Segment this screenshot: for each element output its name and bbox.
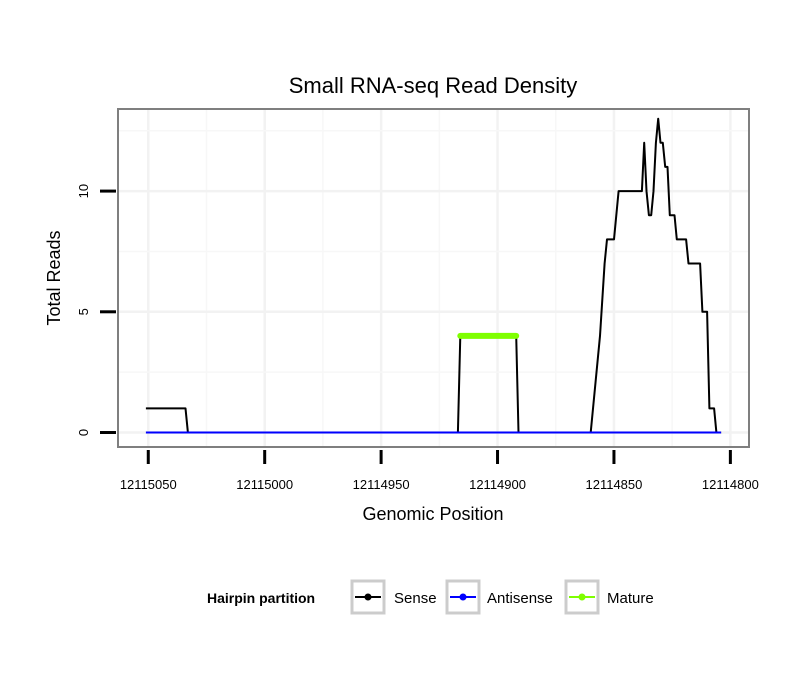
series-line-sense bbox=[145, 117, 722, 434]
y-tick-label: 5 bbox=[76, 308, 91, 315]
x-tick-label: 12114950 bbox=[353, 477, 410, 492]
legend-entry-label: Sense bbox=[394, 590, 437, 607]
chart-title: Small RNA-seq Read Density bbox=[289, 73, 578, 98]
legend-entry-label: Antisense bbox=[487, 590, 553, 607]
x-axis-label: Genomic Position bbox=[362, 504, 503, 524]
x-tick-label: 12114900 bbox=[469, 477, 526, 492]
legend: Hairpin partition Sense Antisense Mature bbox=[207, 579, 654, 615]
legend-entry-label: Mature bbox=[607, 590, 654, 607]
legend-key-point bbox=[578, 593, 586, 601]
series-layer bbox=[145, 117, 722, 434]
x-tick-label: 12114800 bbox=[702, 477, 759, 492]
x-tick-label: 12115000 bbox=[236, 477, 293, 492]
axes-layer: 12115050 12115000 12114950 12114900 12114850… bbox=[76, 184, 759, 492]
legend-key-point bbox=[364, 593, 372, 601]
y-tick-label: 0 bbox=[76, 429, 91, 436]
y-tick-label: 10 bbox=[76, 184, 91, 198]
legend-title: Hairpin partition bbox=[207, 590, 315, 606]
grid-lines bbox=[119, 110, 748, 446]
y-axis-label: Total Reads bbox=[44, 230, 64, 325]
legend-key-point bbox=[459, 593, 467, 601]
x-tick-label: 12114850 bbox=[586, 477, 643, 492]
x-tick-label: 12115050 bbox=[120, 477, 177, 492]
